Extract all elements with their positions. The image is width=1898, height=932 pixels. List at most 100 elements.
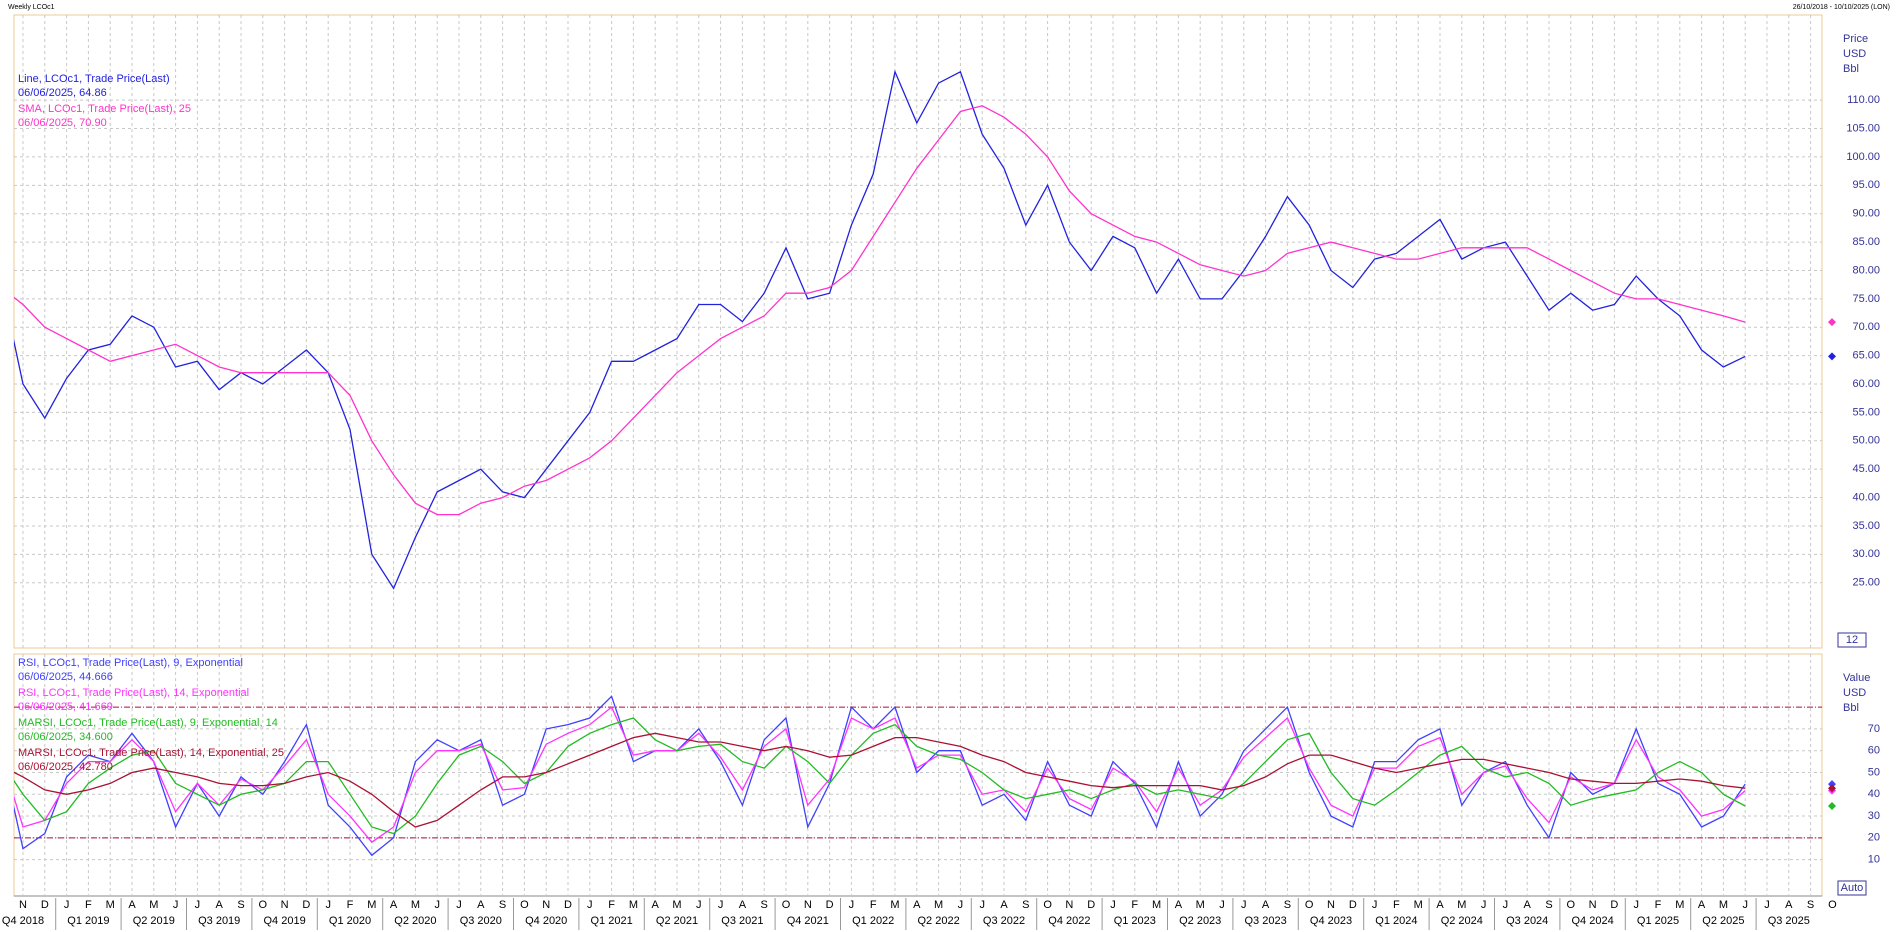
quarter-label: Q1 2020 <box>329 915 371 927</box>
y-tick-label: 100.00 <box>1846 151 1880 163</box>
x-tick-label: O <box>1567 899 1576 911</box>
legend-entry: MARSI, LCOc1, Trade Price(Last), 14, Exp… <box>18 747 284 759</box>
y-tick-label: 110.00 <box>1847 94 1880 106</box>
axis-scale-box <box>1837 880 1867 896</box>
x-tick-label: A <box>128 899 136 911</box>
x-tick-label: A <box>390 899 398 911</box>
axis-scale-label: 12 <box>1846 634 1858 646</box>
x-tick-label: D <box>1087 899 1095 911</box>
x-tick-label: M <box>934 899 943 911</box>
x-tick-label: A <box>652 899 660 911</box>
x-tick-label: J <box>434 899 440 911</box>
y-tick-label: 70.00 <box>1852 321 1880 333</box>
axis-unit-label: USD <box>1843 48 1866 60</box>
y-tick-label: 45.00 <box>1852 463 1880 475</box>
quarter-label: Q1 2019 <box>67 915 109 927</box>
x-tick-label: N <box>542 899 550 911</box>
x-tick-label: J <box>1742 899 1748 911</box>
quarter-label: Q4 2024 <box>1571 915 1613 927</box>
x-tick-label: M <box>890 899 899 911</box>
legend-entry: SMA, LCOc1, Trade Price(Last), 25 <box>18 103 191 115</box>
quarter-label: Q2 2024 <box>1441 915 1483 927</box>
x-tick-label: J <box>195 899 201 911</box>
x-tick-label: M <box>1457 899 1466 911</box>
last-value-marker <box>1828 352 1836 361</box>
legend-last-value: 06/06/2025, 34.600 <box>18 731 113 743</box>
x-tick-label: S <box>237 899 244 911</box>
legend-last-value: 06/06/2025, 64.86 <box>18 87 107 99</box>
y-tick-label: 55.00 <box>1852 406 1880 418</box>
x-tick-label: J <box>1110 899 1116 911</box>
x-tick-label: M <box>1196 899 1205 911</box>
x-tick-label: S <box>499 899 506 911</box>
x-tick-label: A <box>1436 899 1444 911</box>
x-tick-label: O <box>782 899 791 911</box>
y-tick-label: 60 <box>1868 745 1880 757</box>
x-tick-label: J <box>958 899 964 911</box>
x-tick-label: D <box>1349 899 1357 911</box>
axis-unit-label: Value <box>1843 672 1870 684</box>
y-tick-label: 40 <box>1868 788 1880 800</box>
x-tick-label: J <box>696 899 702 911</box>
x-tick-label: J <box>587 899 593 911</box>
y-tick-label: 35.00 <box>1852 520 1880 532</box>
quarter-label: Q1 2025 <box>1637 915 1679 927</box>
x-tick-label: M <box>1152 899 1161 911</box>
x-tick-label: A <box>216 899 224 911</box>
series-line <box>14 732 1746 828</box>
x-tick-label: S <box>1545 899 1552 911</box>
y-tick-label: 75.00 <box>1852 293 1880 305</box>
x-tick-label: J <box>173 899 179 911</box>
x-tick-label: M <box>1675 899 1684 911</box>
y-tick-label: 10 <box>1868 854 1880 866</box>
x-tick-label: J <box>1633 899 1639 911</box>
quarter-label: Q2 2023 <box>1179 915 1221 927</box>
x-tick-label: A <box>477 899 485 911</box>
y-tick-label: 90.00 <box>1852 208 1880 220</box>
quarter-label: Q3 2023 <box>1244 915 1286 927</box>
x-tick-label: F <box>1393 899 1400 911</box>
x-tick-label: M <box>367 899 376 911</box>
x-tick-label: O <box>1043 899 1052 911</box>
x-tick-label: M <box>1719 899 1728 911</box>
y-tick-label: 105.00 <box>1846 122 1880 134</box>
x-tick-label: M <box>1414 899 1423 911</box>
legend-last-value: 06/06/2025, 41.669 <box>18 701 113 713</box>
last-value-marker <box>1828 318 1836 327</box>
x-tick-label: J <box>325 899 331 911</box>
x-tick-label: D <box>302 899 310 911</box>
quarter-label: Q3 2024 <box>1506 915 1548 927</box>
quarter-label: Q1 2021 <box>590 915 632 927</box>
legend-entry: Line, LCOc1, Trade Price(Last) <box>18 73 170 85</box>
last-value-marker <box>1828 802 1836 811</box>
series-group <box>14 695 1746 857</box>
quarter-label: Q4 2022 <box>1048 915 1090 927</box>
y-tick-label: 80.00 <box>1852 264 1880 276</box>
x-tick-label: F <box>347 899 354 911</box>
quarter-label: Q2 2019 <box>133 915 175 927</box>
y-tick-label: 30.00 <box>1852 548 1880 560</box>
legend-entry: RSI, LCOc1, Trade Price(Last), 14, Expon… <box>18 687 249 699</box>
legend-last-value: 06/06/2025, 42.780 <box>18 761 113 773</box>
y-tick-label: 95.00 <box>1852 179 1880 191</box>
x-tick-label: M <box>672 899 681 911</box>
x-tick-label: J <box>64 899 70 911</box>
x-tick-label: M <box>411 899 420 911</box>
x-tick-label: J <box>979 899 985 911</box>
x-tick-label: A <box>1524 899 1532 911</box>
legend-last-value: 06/06/2025, 44.666 <box>18 671 113 683</box>
last-value-marker <box>1828 780 1836 789</box>
x-tick-label: J <box>1372 899 1378 911</box>
x-tick-label: M <box>149 899 158 911</box>
quarter-label: Q2 2021 <box>656 915 698 927</box>
x-tick-label: D <box>41 899 49 911</box>
x-tick-label: S <box>1284 899 1291 911</box>
price-panel-frame <box>13 14 1823 649</box>
y-tick-label: 60.00 <box>1852 378 1880 390</box>
y-tick-label: 30 <box>1868 810 1880 822</box>
x-tick-label: N <box>1065 899 1073 911</box>
quarter-label: Q4 2020 <box>525 915 567 927</box>
x-tick-label: J <box>718 899 724 911</box>
x-tick-label: N <box>19 899 27 911</box>
